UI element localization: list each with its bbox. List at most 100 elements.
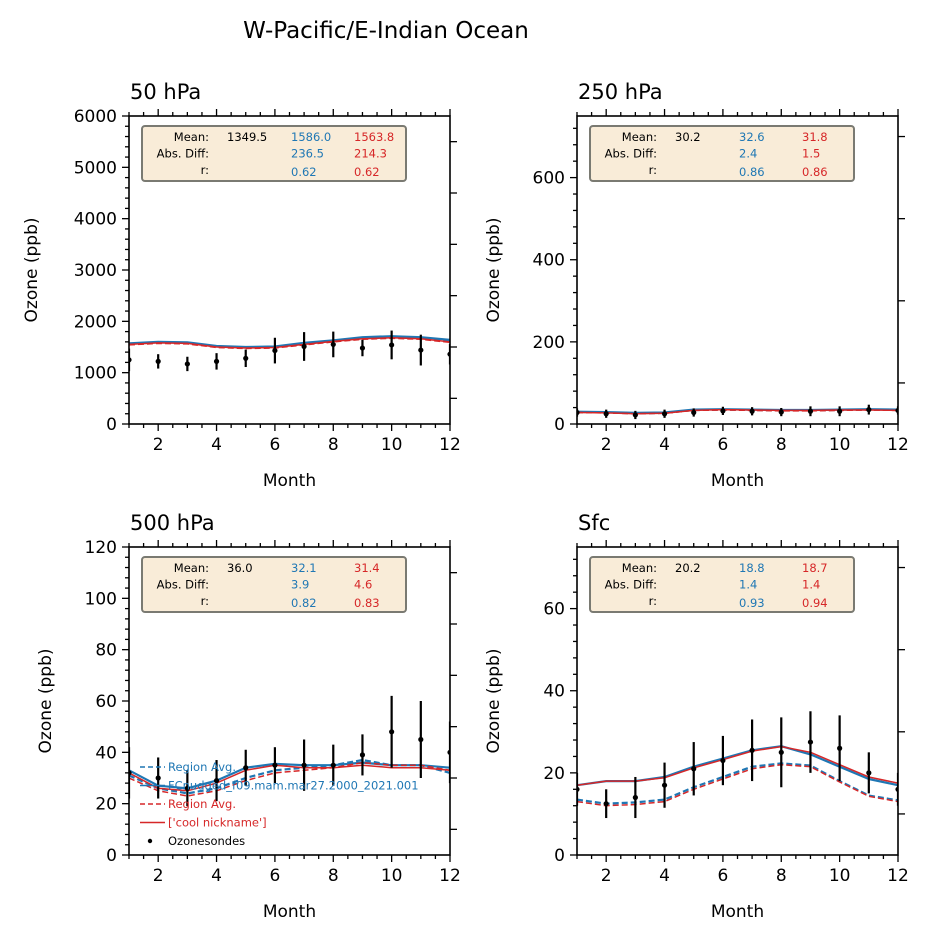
stats-model2-value: 31.4 <box>354 561 380 575</box>
stats-model1-value: 1586.0 <box>291 130 331 144</box>
stats-model2-value: 214.3 <box>354 147 387 161</box>
x-tick-label: 10 <box>381 866 403 886</box>
stats-box <box>141 556 407 613</box>
x-tick-label: 8 <box>776 435 787 455</box>
y-tick-label: 2000 <box>74 312 117 332</box>
plot-area <box>129 695 450 807</box>
x-tick-label: 12 <box>439 435 461 455</box>
obs-point <box>603 411 609 417</box>
obs-point <box>837 408 843 414</box>
obs-point <box>807 739 814 745</box>
obs-point <box>359 345 366 351</box>
obs-point <box>272 762 278 768</box>
stats-model2-value: 4.6 <box>354 578 372 592</box>
obs-point <box>661 411 668 417</box>
obs-point <box>330 762 336 768</box>
stats-model1-value: 32.1 <box>291 561 317 575</box>
stats-label: Abs. Diff: <box>157 147 209 161</box>
stats-label: r: <box>201 594 209 608</box>
legend-label: FCnudged_f09.mam.mar27.2000_2021.001 <box>168 779 419 793</box>
x-tick-label: 4 <box>211 435 222 455</box>
stats-box <box>141 125 407 182</box>
stats-model2-value: 0.62 <box>354 165 380 179</box>
x-axis-label: Month <box>711 471 764 491</box>
x-tick-label: 6 <box>269 435 280 455</box>
stats-obs-value: 20.2 <box>675 561 701 575</box>
stats-model2-value: 1563.8 <box>354 130 394 144</box>
plot-area <box>577 711 898 819</box>
obs-point <box>389 729 395 735</box>
x-axis-label: Month <box>711 902 764 922</box>
x-tick-label: 4 <box>211 866 222 886</box>
series-line-3 <box>129 337 450 349</box>
plot-area <box>577 404 898 420</box>
stats-model1-value: 0.82 <box>291 596 317 610</box>
obs-point <box>243 355 249 361</box>
legend-label: Ozonesondes <box>168 834 245 848</box>
x-tick-label: 8 <box>328 866 339 886</box>
obs-point <box>691 766 697 772</box>
x-tick-label: 10 <box>381 435 403 455</box>
panel-title: 500 hPa <box>130 511 215 535</box>
stats-label: Abs. Diff: <box>605 578 657 592</box>
stats-model2-value: 0.94 <box>802 596 828 610</box>
obs-point <box>632 412 638 418</box>
stats-label: r: <box>649 594 657 608</box>
stats-model1-value: 0.93 <box>739 596 765 610</box>
stats-box <box>589 556 855 613</box>
stats-label: Abs. Diff: <box>157 578 209 592</box>
series-line-0 <box>577 762 898 805</box>
x-tick-label: 10 <box>829 435 851 455</box>
panel-sfc: 2 4 6 8 10 12 0 20 40 60 Sfc Month Ozone (ppb) Mean: 2… <box>484 511 909 922</box>
obs-point <box>661 782 668 788</box>
legend-marker <box>147 838 153 844</box>
y-tick-label: 0 <box>106 846 117 866</box>
y-tick-label: 100 <box>85 589 117 609</box>
obs-point <box>866 407 872 413</box>
x-axis-label: Month <box>263 902 316 922</box>
stats-model2-value: 0.86 <box>802 165 828 179</box>
obs-point <box>778 749 784 755</box>
x-tick-label: 6 <box>269 866 280 886</box>
y-tick-label: 5000 <box>74 158 117 178</box>
stats-model1-value: 18.8 <box>739 561 765 575</box>
obs-point <box>359 752 366 758</box>
y-tick-label: 60 <box>543 600 565 620</box>
stats-obs-value: 36.0 <box>227 561 253 575</box>
y-tick-label: 80 <box>95 641 117 661</box>
series-line-3 <box>577 745 898 786</box>
stats-label: Mean: <box>174 561 209 575</box>
stats-model2-value: 0.83 <box>354 596 380 610</box>
obs-point <box>184 361 190 367</box>
y-axis-label: Ozone (ppb) <box>22 218 42 323</box>
y-tick-label: 3000 <box>74 261 117 281</box>
stats-model1-value: 2.4 <box>739 147 757 161</box>
x-tick-label: 8 <box>328 435 339 455</box>
x-axis-label: Month <box>263 471 316 491</box>
obs-point <box>330 341 336 348</box>
obs-point <box>603 801 609 807</box>
panel-250-hpa: 2 4 6 8 10 12 0 200 400 600 250 hPa Month Ozone (ppb… <box>484 80 909 491</box>
y-tick-label: 400 <box>533 251 565 271</box>
obs-point <box>301 762 307 768</box>
x-tick-label: 2 <box>601 435 612 455</box>
y-axis-label: Ozone (ppb) <box>484 218 504 323</box>
legend: Region Avg. FCnudged_f09.mam.mar27.2000_2… <box>140 760 419 848</box>
obs-point <box>837 745 843 751</box>
stats-label: Mean: <box>622 130 657 144</box>
obs-point <box>272 347 278 354</box>
stats-label: Mean: <box>622 561 657 575</box>
plot-area <box>129 330 450 372</box>
x-tick-label: 6 <box>717 866 728 886</box>
stats-model1-value: 32.6 <box>739 130 765 144</box>
y-tick-label: 120 <box>85 538 117 558</box>
x-tick-label: 12 <box>887 435 909 455</box>
stats-model2-value: 1.5 <box>802 147 820 161</box>
stats-model1-value: 0.86 <box>739 165 765 179</box>
obs-point <box>866 770 872 776</box>
stats-obs-value: 1349.5 <box>227 130 267 144</box>
obs-point <box>389 342 395 348</box>
y-tick-label: 40 <box>543 682 565 702</box>
stats-label: r: <box>649 163 657 177</box>
